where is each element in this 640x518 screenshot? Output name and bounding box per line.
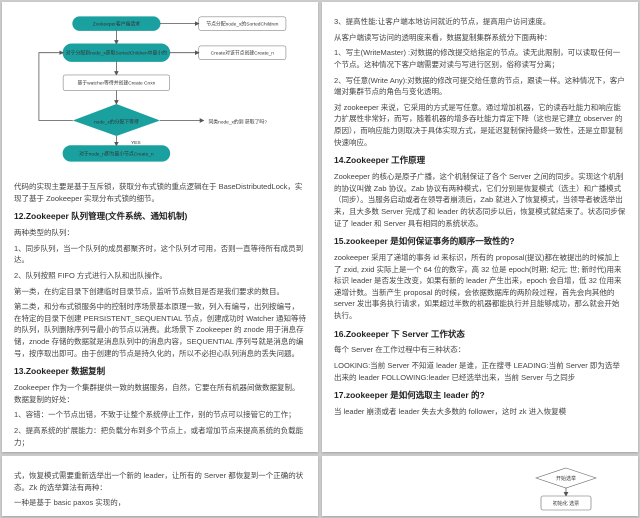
- page-bottom-right: 开始选举 初始化 选票: [322, 456, 638, 516]
- heading-14: 14.Zookeeper 工作原理: [334, 154, 626, 167]
- diagram-node6: 基于watcher等待并创建Create Cnxn: [78, 80, 156, 87]
- p14-1: Zookeeper 的核心是原子广播，这个机制保证了各个 Server 之间的同…: [334, 171, 626, 229]
- p16-2: LOOKING:当前 Server 不知道 leader 是谁，正在搜寻 LEA…: [334, 360, 626, 383]
- heading-13: 13.Zookeeper 数据复制: [14, 365, 306, 378]
- p12-3: 2、队列按照 FIFO 方式进行入队和出队操作。: [14, 270, 306, 282]
- diagram-node3: 节点分配node_x的SortedChildren: [206, 21, 279, 28]
- p12-2: 1、同步队列，当一个队列的成员都聚齐时，这个队列才可用，否则一直等待所有成员到达…: [14, 243, 306, 266]
- p12-5: 第二类，和分布式锁服务中的控制时序场景基本原理一致，列入有编号，出列按编号，在特…: [14, 301, 306, 359]
- diagram-node4: 对于分配到node_x获取SortedChildren中最小的: [66, 50, 167, 57]
- intro-text: 代码的实现主要是基于互斥锁，获取分布式锁的重点逻辑在于 BaseDistribu…: [14, 181, 306, 204]
- heading-12: 12.Zookeeper 队列管理(文件系统、通知机制): [14, 210, 306, 223]
- small-node1: 开始选举: [556, 475, 576, 482]
- r-l4: 2、写任意(Write Any):对数据的修改可提交给任意的节点，跟读一样。这种…: [334, 75, 626, 98]
- p3-l2: 一种是基于 basic paxos 实现的，: [14, 497, 306, 509]
- p3-l1: 式，恢复模式需要重新选举出一个新的 leader，让所有的 Server 都恢复…: [14, 470, 306, 493]
- p12-1: 两种类型的队列：: [14, 227, 306, 239]
- diagram-node5: Create对该节点创建Create_n: [211, 50, 275, 57]
- p12-4: 第一类，在约定目录下创建临时目录节点，监听节点数目是否是我们要求的数目。: [14, 286, 306, 298]
- small-flowchart: 开始选举 初始化 选票: [506, 466, 626, 516]
- page-bottom-left: 式，恢复模式需要重新选举出一个新的 leader，让所有的 Server 都恢复…: [2, 456, 318, 516]
- heading-15: 15.zookeeper 是如何保证事务的顺序一致性的?: [334, 235, 626, 248]
- page-right: 3、提高性能:让客户端本地访问就近的节点，提高用户访问速度。 从客户端读写访问的…: [322, 2, 638, 452]
- small-node2: 初始化 选票: [553, 500, 579, 507]
- p13-2: 1、容错：一个节点出错，不致于让整个系统停止工作，别的节点可以接管它的工作；: [14, 409, 306, 421]
- diagram-yes-label: YES: [131, 140, 141, 146]
- diagram-decision: node_x的分配下等待: [94, 118, 139, 125]
- p16-1: 每个 Server 在工作过程中有三种状态：: [334, 344, 626, 356]
- r-l2: 从客户端读写访问的透明度来看，数据复制集群系统分下面两种：: [334, 32, 626, 44]
- heading-17: 17.zookeeper 是如何选取主 leader 的?: [334, 389, 626, 402]
- diagram-node1: Zookeeper客户端请求: [93, 21, 140, 28]
- page-left: Zookeeper客户端请求 节点分配node_x的SortedChildren…: [2, 2, 318, 452]
- p13-3: 2、提高系统的扩展能力：把负载分布到多个节点上，或者增加节点来提高系统的负载能力…: [14, 425, 306, 448]
- diagram-node7: 对于node_n即为最小节点Create_n: [79, 150, 154, 157]
- heading-16: 16.Zookeeper 下 Server 工作状态: [334, 328, 626, 341]
- r-l5: 对 zookeeper 来说，它采用的方式是写任意。通过增加机器，它的读吞吐能力…: [334, 102, 626, 149]
- flowchart-diagram: Zookeeper客户端请求 节点分配node_x的SortedChildren…: [14, 12, 306, 167]
- r-l3: 1、写主(WriteMaster) :对数据的修改提交给指定的节点。读无此限制，…: [334, 47, 626, 70]
- p15-1: zookeeper 采用了递增的事务 id 来标识，所有的 proposal(提…: [334, 252, 626, 322]
- p13-1: Zookeeper 作为一个集群提供一致的数据服务，自然，它要在所有机器间做数据…: [14, 382, 306, 405]
- r-l1: 3、提高性能:让客户端本地访问就近的节点，提高用户访问速度。: [334, 16, 626, 28]
- p17-1: 当 leader 崩溃或者 leader 失去大多数的 follower，这时 …: [334, 406, 626, 418]
- diagram-cond-label: 同类node_x的到 获取了吗?: [208, 118, 267, 125]
